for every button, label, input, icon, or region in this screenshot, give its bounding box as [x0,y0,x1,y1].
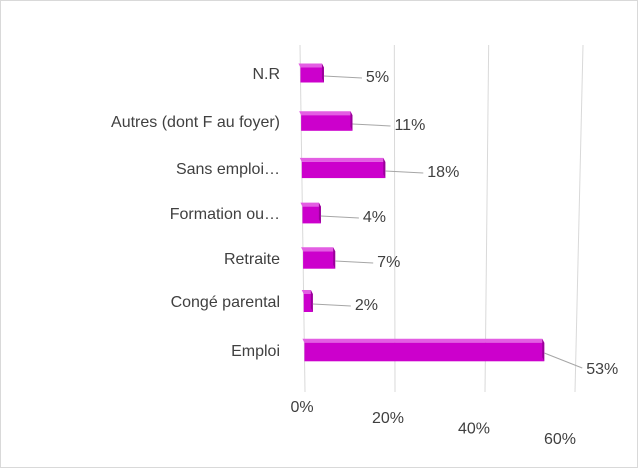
grid-line [484,44,490,393]
bar [300,67,324,83]
bar-top [298,63,324,68]
bar-side [333,247,336,269]
y-tick-label: N.R [252,66,280,83]
bar-top [299,157,386,162]
leader-line [352,123,391,127]
x-tick-label: 60% [544,431,576,448]
leader-line [323,75,362,79]
bar-top [301,247,336,252]
bar [303,294,313,312]
bar-top [300,202,321,207]
leader-line [320,215,359,219]
bar [302,206,321,224]
bar-side [542,338,545,362]
bar-side [350,111,353,131]
leader-line [544,352,583,369]
bar [304,342,545,362]
y-tick-label: Retraite [224,251,280,268]
leader-line [335,260,374,264]
bar-side [383,157,386,179]
data-label: 4% [363,209,386,226]
y-tick-label: Congé parental [171,294,280,311]
data-label: 5% [366,69,389,86]
data-label: 11% [394,117,425,134]
x-tick-label: 40% [458,421,490,438]
bar-top [301,290,313,294]
bar-top [299,111,353,116]
data-label: 7% [377,254,400,271]
data-label: 18% [427,164,459,181]
bar [301,115,353,131]
x-tick-label: 0% [290,399,313,416]
grid-line [393,44,396,393]
data-label: 2% [355,297,378,314]
bar [301,161,386,179]
y-tick-label: Sans emploi… [176,161,280,178]
bar-top [302,338,545,343]
x-tick-label: 20% [372,410,404,427]
bar [303,251,336,269]
bar-side [318,202,321,224]
grid-line [574,44,584,393]
y-tick-label: Formation ou… [170,206,280,223]
y-tick-label: Autres (dont F au foyer) [111,114,280,131]
y-tick-label: Emploi [231,343,280,360]
leader-line [312,303,351,307]
data-label: 53% [586,361,618,378]
bar-side [321,63,324,83]
bar-side [310,290,313,312]
leader-line [385,170,424,174]
